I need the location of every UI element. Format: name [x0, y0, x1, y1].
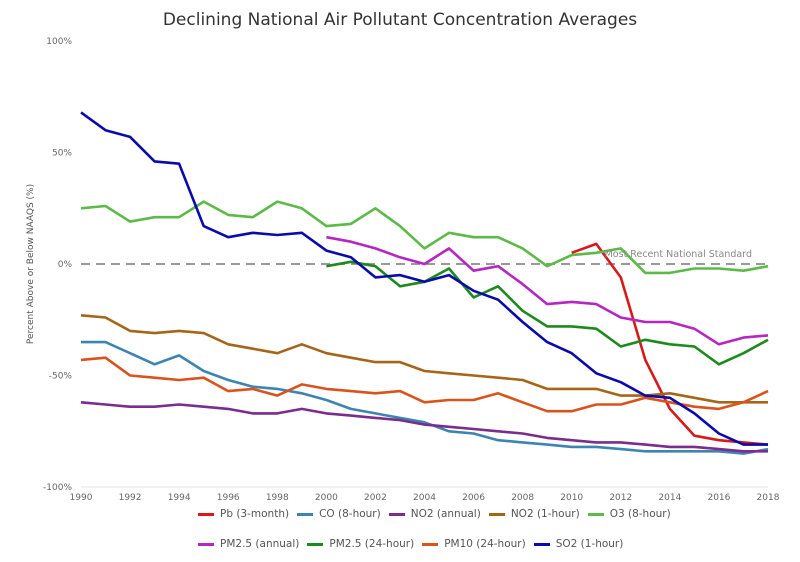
x-tick-label: 1992 — [119, 493, 142, 503]
y-tick-label: 50% — [52, 149, 72, 159]
legend-item[interactable]: NO2 (1-hour) — [488, 508, 580, 520]
x-tick-label: 2018 — [757, 493, 780, 503]
legend-label: CO (8-hour) — [319, 508, 381, 520]
legend-row: PM2.5 (annual) PM2.5 (24-hour) PM10 (24-ho… — [198, 538, 623, 550]
x-tick-label: 2014 — [658, 493, 681, 503]
legend-item[interactable]: CO (8-hour) — [297, 508, 381, 520]
legend-item[interactable]: O3 (8-hour) — [587, 508, 671, 520]
legend-label: NO2 (1-hour) — [510, 508, 580, 520]
legend-swatch — [297, 512, 314, 516]
legend-label: O3 (8-hour) — [609, 508, 671, 520]
y-tick-label: 0% — [58, 260, 73, 270]
series-line-co-8-hour — [81, 340, 769, 455]
reference-line-label: Most Recent National Standard — [605, 249, 752, 260]
legend-item[interactable]: PM2.5 (annual) — [198, 538, 299, 550]
x-tick-label: 1996 — [217, 493, 240, 503]
series-line-no2-1-hour — [80, 314, 768, 404]
series-line-so2-1-hour — [80, 111, 768, 446]
x-tick-label: 2010 — [560, 493, 583, 503]
x-tick-label: 2002 — [364, 493, 387, 503]
legend-item[interactable]: SO2 (1-hour) — [533, 538, 624, 550]
legend-swatch — [388, 512, 405, 516]
x-tick-label: 2004 — [413, 493, 436, 503]
legend-swatch — [198, 512, 214, 516]
legend-swatch — [587, 512, 604, 516]
legend-label: SO2 (1-hour) — [555, 538, 624, 550]
legend-label: PM10 (24-hour) — [444, 538, 526, 550]
x-tick-label: 1998 — [266, 493, 289, 503]
axes: 100% 50% 0% -50% -100%1990 1992 1994 1996 1998 20… — [43, 37, 780, 503]
x-tick-label: 1994 — [168, 493, 191, 503]
x-tick-label: 2000 — [315, 493, 338, 503]
legend-label: PM2.5 (annual) — [220, 538, 300, 550]
chart-title: Declining National Air Pollutant Concent… — [162, 10, 638, 30]
series-line-pm2-5-annual — [326, 235, 769, 346]
series-lines — [80, 111, 769, 455]
legend-item[interactable]: PM10 (24-hour) — [422, 538, 526, 550]
y-axis-label: Percent Above or Below NAAQS (%) — [26, 184, 36, 344]
series-line-pm10-24-hour — [80, 356, 769, 413]
series-line-no2-annual — [80, 401, 768, 453]
series-line-o3-8-hour — [80, 200, 769, 275]
legend-row: Pb (3-month) CO (8-hour) NO2 (annual) NO2 (… — [198, 508, 671, 520]
x-tick-label: 2008 — [511, 493, 534, 503]
legend-swatch — [488, 512, 505, 516]
line-chart: 100% 50% 0% -50% -100%1990 1992 1994 1996 1998 20… — [26, 37, 780, 503]
y-tick-label: -50% — [49, 372, 73, 382]
legend-item[interactable]: NO2 (annual) — [388, 508, 481, 520]
x-tick-label: 1990 — [70, 493, 93, 503]
legend-swatch — [198, 542, 214, 546]
legend-swatch — [533, 542, 550, 546]
y-tick-label: 100% — [46, 37, 72, 47]
legend-label: NO2 (annual) — [410, 508, 481, 520]
legend-swatch — [307, 542, 324, 546]
legend-label: PM2.5 (24-hour) — [329, 538, 415, 550]
series-line-pm2-5-24-hour — [326, 260, 769, 366]
x-tick-label: 2016 — [707, 493, 730, 503]
legend-item[interactable]: Pb (3-month) — [198, 508, 289, 520]
legend-swatch — [422, 542, 439, 546]
legend-label: Pb (3-month) — [220, 508, 290, 520]
x-tick-label: 2006 — [462, 493, 485, 503]
legend-item[interactable]: PM2.5 (24-hour) — [307, 538, 414, 550]
x-tick-label: 2012 — [609, 493, 632, 503]
y-tick-label: -100% — [43, 483, 72, 493]
